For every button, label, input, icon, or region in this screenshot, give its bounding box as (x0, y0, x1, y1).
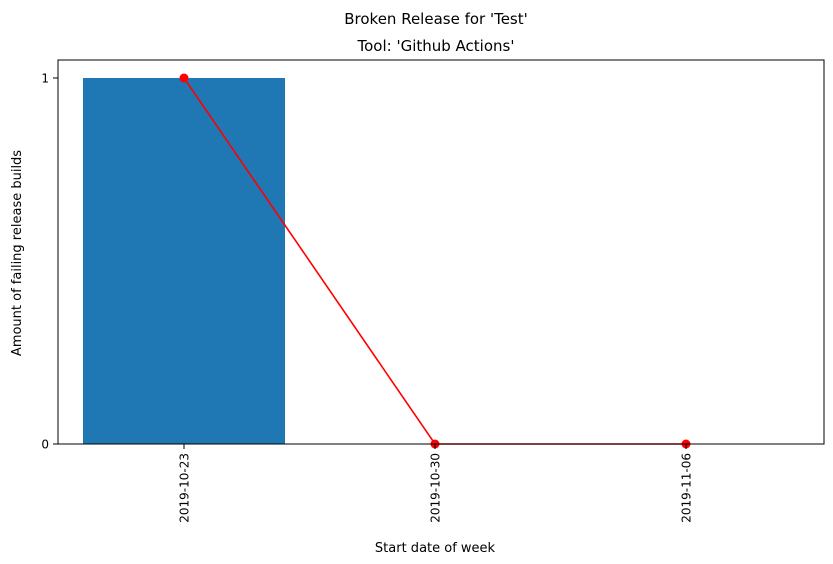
x-tick-label-2: 2019-11-06 (680, 453, 694, 523)
x-axis-label: Start date of week (375, 541, 496, 556)
y-axis-label: Amount of failing release builds (10, 150, 25, 356)
plot-area: 0 1 2019-10-23 2019-10-30 2019-11-06 (41, 59, 825, 523)
bar-0 (83, 78, 285, 444)
y-tick-label-0: 0 (41, 438, 49, 452)
chart-subtitle: Tool: 'Github Actions' (357, 37, 515, 55)
chart-title: Broken Release for 'Test' (344, 10, 528, 28)
y-tick-label-1: 1 (41, 72, 49, 86)
line-point-0 (179, 73, 189, 83)
x-tick-label-0: 2019-10-23 (178, 453, 192, 523)
plot-frame (57, 59, 825, 445)
x-tick-label-1: 2019-10-30 (429, 453, 443, 523)
